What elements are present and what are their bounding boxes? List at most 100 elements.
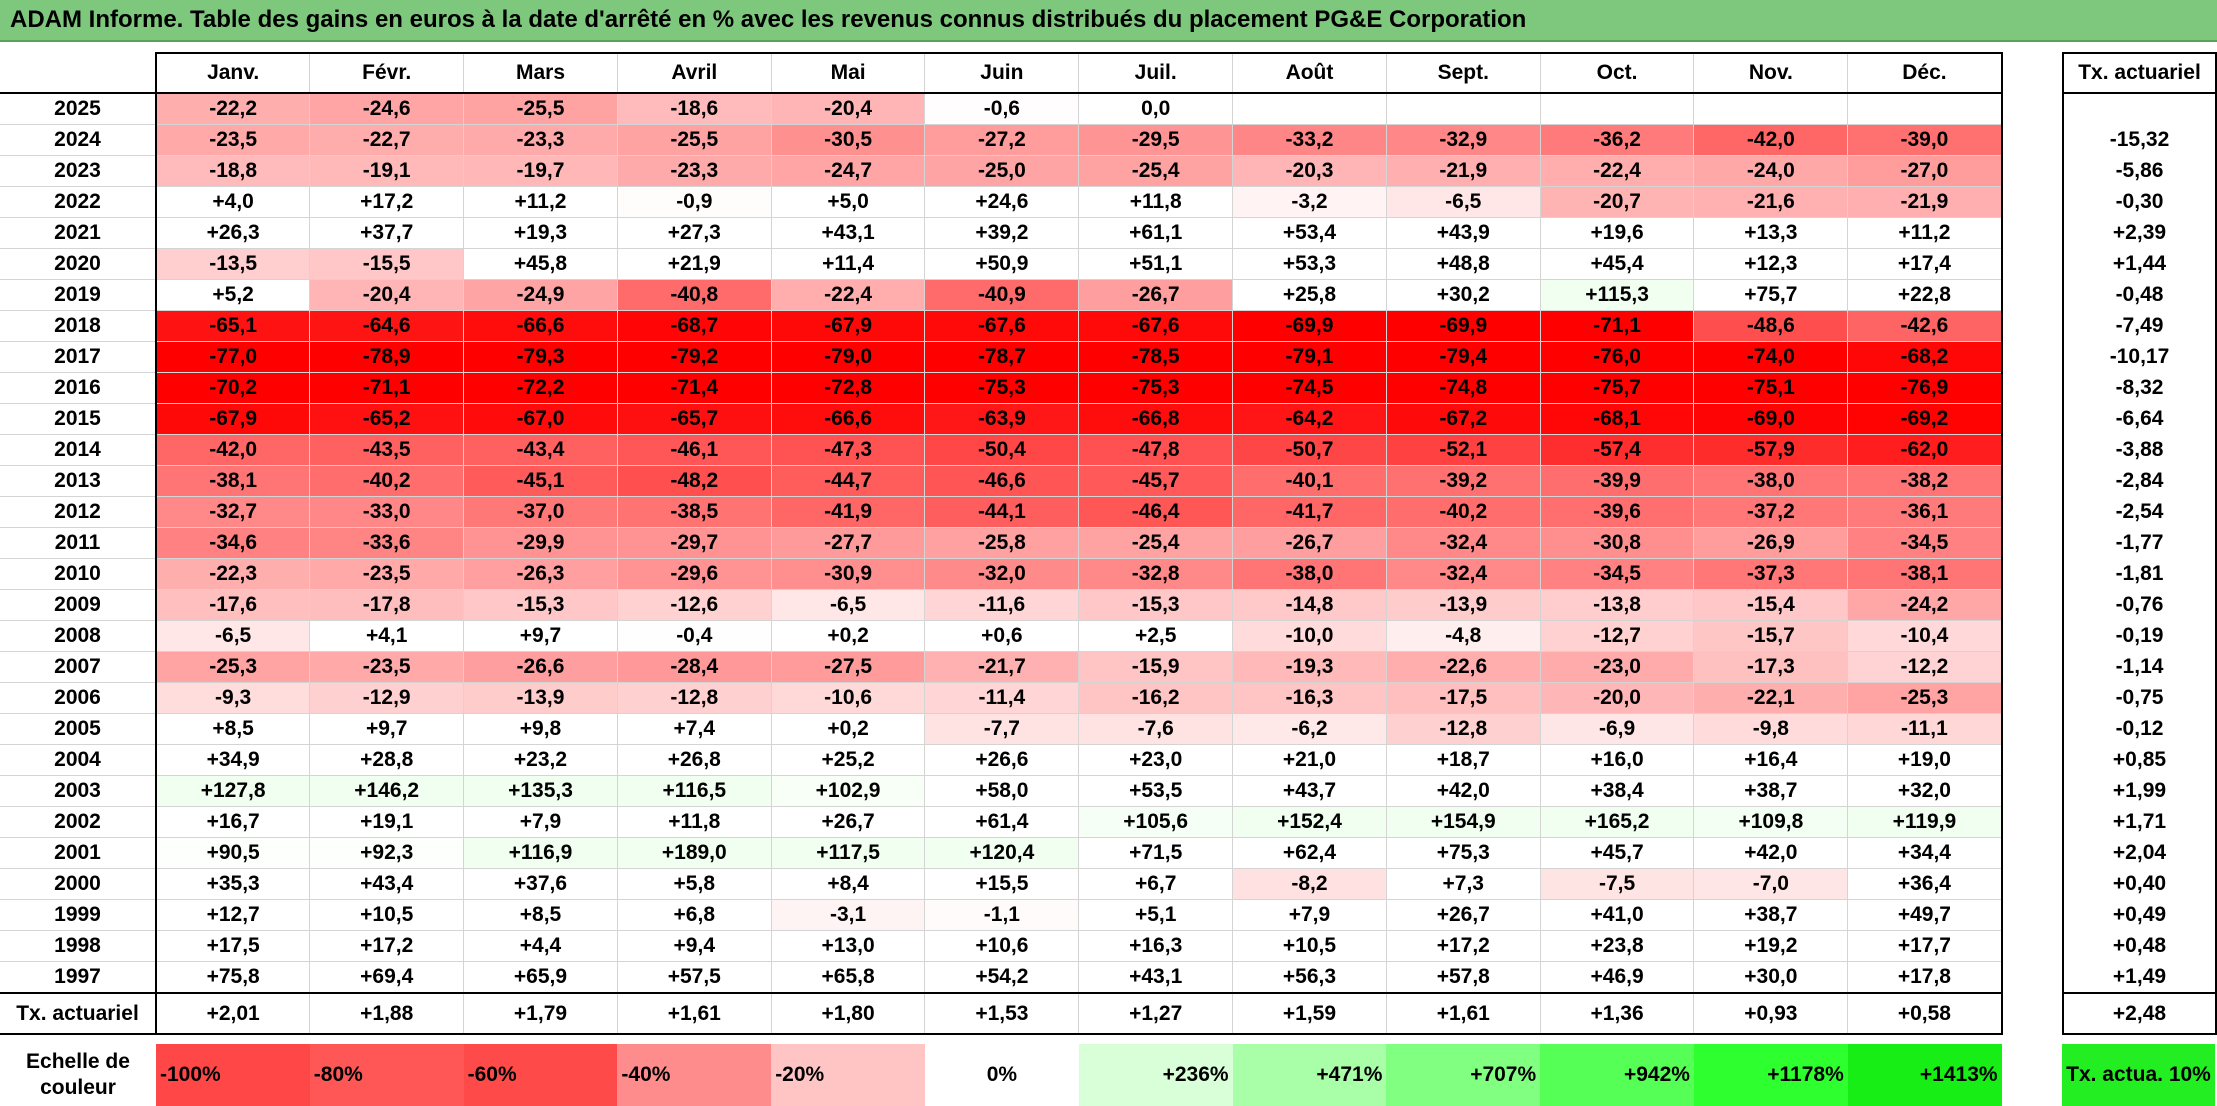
gain-cell: -20,0 bbox=[1540, 682, 1695, 714]
gain-cell: +9,7 bbox=[309, 713, 465, 745]
gain-cell: -25,3 bbox=[156, 651, 311, 683]
table-row: 2020 -13,5 -15,5 +45,8 +21,9 +11,4 +50,9 +51,1 +… bbox=[0, 248, 2003, 280]
table-row: 2007 -25,3 -23,5 -26,6 -28,4 -27,5 -21,7 -15,9-… bbox=[0, 651, 2003, 683]
gain-cell: +102,9 bbox=[771, 775, 926, 807]
gain-cell: -72,8 bbox=[771, 372, 926, 404]
gain-cell: +17,5 bbox=[156, 930, 311, 962]
gain-cell: -6,2 bbox=[1232, 713, 1387, 745]
gain-cell: +54,2 bbox=[924, 961, 1080, 994]
gain-cell: -22,7 bbox=[309, 124, 465, 156]
gain-cell: -71,4 bbox=[617, 372, 772, 404]
gain-cell: -36,2 bbox=[1540, 124, 1695, 156]
gain-cell: +18,7 bbox=[1386, 744, 1541, 776]
side-row: -8,32 bbox=[2062, 372, 2217, 404]
gain-cell: -27,2 bbox=[924, 124, 1080, 156]
year-label: 2025 bbox=[0, 93, 157, 125]
gain-cell: +69,4 bbox=[309, 961, 465, 994]
gain-cell: +119,9 bbox=[1847, 806, 2003, 838]
gain-cell: +45,7 bbox=[1540, 837, 1695, 869]
gain-cell: +26,3 bbox=[156, 217, 311, 249]
table-row: 2002 +16,7 +19,1 +7,9 +11,8 +26,7 +61,4 +105,6 +… bbox=[0, 806, 2003, 838]
gain-cell bbox=[1847, 93, 2003, 125]
gain-cell: -15,7 bbox=[1693, 620, 1849, 652]
side-row: -15,32 bbox=[2062, 124, 2217, 156]
gain-cell: +17,2 bbox=[309, 186, 465, 218]
year-label: 2016 bbox=[0, 372, 157, 404]
gain-cell: -26,3 bbox=[463, 558, 618, 590]
gain-cell: -25,3 bbox=[1847, 682, 2003, 714]
table-row: 2009 -17,6 -17,8 -15,3 -12,6 -6,5 -11,6 -15,3 -1… bbox=[0, 589, 2003, 621]
gain-cell: +51,1 bbox=[1078, 248, 1234, 280]
gain-cell: +11,8 bbox=[1078, 186, 1234, 218]
footer-rate-cell: +2,01 bbox=[156, 993, 311, 1035]
gain-cell bbox=[1232, 93, 1387, 125]
table-row: 2017 -77,0 -78,9 -79,3 -79,2 -79,0 -78,7 -78,5-… bbox=[0, 341, 2003, 373]
side-row: -1,81 bbox=[2062, 558, 2217, 590]
footer-rate-cell: +0,58 bbox=[1847, 993, 2003, 1035]
gain-cell: -69,2 bbox=[1847, 403, 2003, 435]
gain-cell: -69,9 bbox=[1386, 310, 1541, 342]
gain-cell: -68,2 bbox=[1847, 341, 2003, 373]
table-row: 1998 +17,5 +17,2 +4,4 +9,4 +13,0 +10,6 +16,3 +10… bbox=[0, 930, 2003, 962]
table-row: 2011 -34,6 -33,6 -29,9 -29,7 -27,7 -25,8 -25,4-… bbox=[0, 527, 2003, 559]
year-label: 2009 bbox=[0, 589, 157, 621]
gain-cell: -27,7 bbox=[771, 527, 926, 559]
gain-cell: +9,7 bbox=[463, 620, 618, 652]
gain-cell: -40,2 bbox=[1386, 496, 1541, 528]
gain-cell: -20,3 bbox=[1232, 155, 1387, 187]
gain-cell: -11,4 bbox=[924, 682, 1080, 714]
table-row: 2019 +5,2 -20,4 -24,9 -40,8 -22,4 -40,9 -26,7 +2… bbox=[0, 279, 2003, 311]
gain-cell: +5,2 bbox=[156, 279, 311, 311]
gain-cell: -6,9 bbox=[1540, 713, 1695, 745]
gain-cell: +17,2 bbox=[1386, 930, 1541, 962]
gain-cell: -32,7 bbox=[156, 496, 311, 528]
year-label: 2024 bbox=[0, 124, 157, 156]
gain-cell: -50,4 bbox=[924, 434, 1080, 466]
gain-cell: -7,0 bbox=[1693, 868, 1849, 900]
gain-cell: -40,9 bbox=[924, 279, 1080, 311]
gain-cell: -23,0 bbox=[1540, 651, 1695, 683]
table-row: 2022 +4,0 +17,2 +11,2 -0,9 +5,0 +24,6 +11,8 -3,2… bbox=[0, 186, 2003, 218]
side-row: -5,86 bbox=[2062, 155, 2217, 187]
gain-cell: -66,6 bbox=[771, 403, 926, 435]
gains-table: Janv. Févr. Mars Avril Mai Juin Juil. Août Sept.… bbox=[0, 52, 2003, 1035]
gain-cell: -42,6 bbox=[1847, 310, 2003, 342]
gain-cell: -15,4 bbox=[1693, 589, 1849, 621]
side-row: -0,12 bbox=[2062, 713, 2217, 745]
side-row: +1,71 bbox=[2062, 806, 2217, 838]
gain-cell: +10,5 bbox=[1232, 930, 1387, 962]
gain-cell: -21,9 bbox=[1847, 186, 2003, 218]
side-row: -1,14 bbox=[2062, 651, 2217, 683]
gain-cell: -39,2 bbox=[1386, 465, 1541, 497]
gain-cell: -33,2 bbox=[1232, 124, 1387, 156]
gain-cell: -77,0 bbox=[156, 341, 311, 373]
gain-cell: +43,4 bbox=[309, 868, 465, 900]
gain-cell: -46,6 bbox=[924, 465, 1080, 497]
side-row: -0,76 bbox=[2062, 589, 2217, 621]
year-label: 2023 bbox=[0, 155, 157, 187]
gain-cell: -29,9 bbox=[463, 527, 618, 559]
table-row: 2001 +90,5 +92,3 +116,9 +189,0 +117,5 +120,4 +7… bbox=[0, 837, 2003, 869]
gain-cell: +5,1 bbox=[1078, 899, 1234, 931]
gain-cell: -34,5 bbox=[1847, 527, 2003, 559]
gain-cell: -32,9 bbox=[1386, 124, 1541, 156]
gain-cell: +8,4 bbox=[771, 868, 926, 900]
gain-cell: -79,1 bbox=[1232, 341, 1387, 373]
corner-cell bbox=[0, 53, 157, 94]
side-row: -0,30 bbox=[2062, 186, 2217, 218]
gain-cell: +116,5 bbox=[617, 775, 772, 807]
gain-cell: -25,4 bbox=[1078, 155, 1234, 187]
gain-cell: +45,8 bbox=[463, 248, 618, 280]
actuarial-rate-cell: +2,39 bbox=[2062, 217, 2217, 249]
gain-cell: -18,6 bbox=[617, 93, 772, 125]
side-header: Tx. actuariel bbox=[2062, 52, 2217, 94]
gain-cell: +90,5 bbox=[156, 837, 311, 869]
legend-swatch: +1413% bbox=[1847, 1044, 2002, 1106]
actuarial-rate-cell: -7,49 bbox=[2062, 310, 2217, 342]
gain-cell: +23,0 bbox=[1078, 744, 1234, 776]
table-row: 2014 -42,0 -43,5 -43,4 -46,1 -47,3 -50,4 -47,8-… bbox=[0, 434, 2003, 466]
gain-cell: -13,9 bbox=[463, 682, 618, 714]
gain-cell: -79,4 bbox=[1386, 341, 1541, 373]
gain-cell: -44,7 bbox=[771, 465, 926, 497]
actuarial-rate-cell: -8,32 bbox=[2062, 372, 2217, 404]
